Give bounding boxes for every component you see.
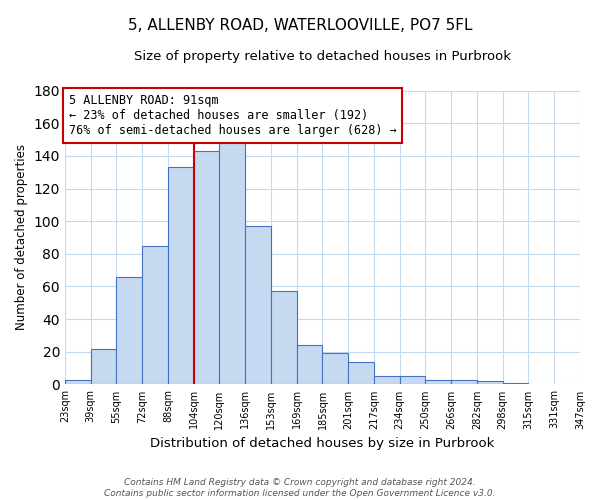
Bar <box>503 383 529 384</box>
Bar <box>271 292 297 384</box>
Text: 5, ALLENBY ROAD, WATERLOOVILLE, PO7 5FL: 5, ALLENBY ROAD, WATERLOOVILLE, PO7 5FL <box>128 18 472 32</box>
Text: 5 ALLENBY ROAD: 91sqm
← 23% of detached houses are smaller (192)
76% of semi-det: 5 ALLENBY ROAD: 91sqm ← 23% of detached … <box>69 94 397 137</box>
X-axis label: Distribution of detached houses by size in Purbrook: Distribution of detached houses by size … <box>150 437 494 450</box>
Bar <box>477 381 503 384</box>
Bar <box>142 246 168 384</box>
Bar <box>220 140 245 384</box>
Bar <box>451 380 477 384</box>
Bar <box>91 348 116 384</box>
Bar <box>168 168 194 384</box>
Title: Size of property relative to detached houses in Purbrook: Size of property relative to detached ho… <box>134 50 511 63</box>
Y-axis label: Number of detached properties: Number of detached properties <box>15 144 28 330</box>
Text: Contains HM Land Registry data © Crown copyright and database right 2024.
Contai: Contains HM Land Registry data © Crown c… <box>104 478 496 498</box>
Bar <box>322 354 348 384</box>
Bar <box>194 151 220 384</box>
Bar <box>425 380 451 384</box>
Bar <box>400 376 425 384</box>
Bar <box>348 362 374 384</box>
Bar <box>245 226 271 384</box>
Bar <box>374 376 400 384</box>
Bar <box>116 276 142 384</box>
Bar <box>297 345 322 385</box>
Bar <box>65 380 91 384</box>
